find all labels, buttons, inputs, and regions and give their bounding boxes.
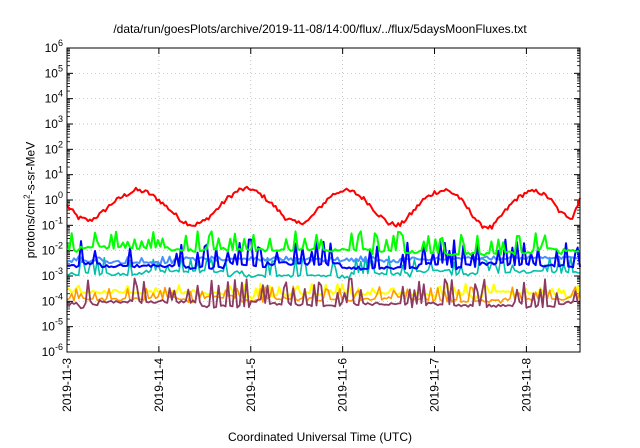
x-tick-label: 2019-11-5: [244, 358, 258, 412]
y-tick-label: 105: [45, 63, 63, 80]
y-tick-label: 103: [45, 114, 63, 131]
series-line: [66, 277, 581, 310]
plot-frame: [66, 47, 581, 353]
chart-title: /data/run/goesPlots/archive/2019-11-08/1…: [113, 22, 527, 36]
series-line: [66, 238, 581, 271]
y-axis-label: protons/cm2-s-sr-MeV: [22, 141, 38, 259]
x-tick-label: 2019-11-4: [152, 358, 166, 412]
y-tick-label: 10-6: [42, 342, 63, 359]
y-tick-label: 10-1: [42, 215, 63, 232]
x-tick-label: 2019-11-7: [428, 358, 442, 412]
x-tick-label: 2019-11-6: [336, 358, 350, 412]
y-tick-label: 10-4: [42, 291, 63, 308]
y-tick-label: 100: [45, 190, 63, 207]
series-line: [66, 285, 581, 304]
series-line: [66, 282, 581, 300]
y-tick-label: 10-2: [42, 241, 63, 258]
y-tick-label: 101: [45, 165, 63, 182]
series-line: [66, 255, 581, 266]
x-tick-label: 2019-11-8: [519, 358, 533, 412]
y-tick-label: 104: [45, 89, 63, 106]
y-tick-label: 10-5: [42, 317, 63, 334]
y-tick-label: 106: [45, 38, 63, 55]
y-tick-label: 10-3: [42, 266, 63, 283]
x-tick-label: 2019-11-3: [60, 358, 74, 412]
series-line: [66, 185, 581, 230]
y-tick-label: 102: [45, 139, 63, 156]
series-line: [66, 230, 580, 257]
x-axis-label: Coordinated Universal Time (UTC): [227, 430, 413, 444]
